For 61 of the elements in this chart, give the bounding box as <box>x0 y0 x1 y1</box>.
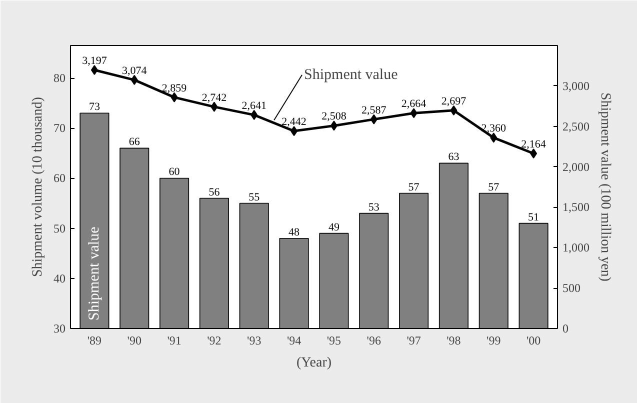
data-label: 57 <box>408 181 420 194</box>
data-label: 3,074 <box>122 64 148 77</box>
x-tick-label: '95 <box>326 334 342 348</box>
data-label: 2,697 <box>441 95 467 108</box>
data-label: 53 <box>368 201 380 214</box>
x-tick-label: '98 <box>446 334 461 348</box>
data-label: 49 <box>328 221 340 234</box>
x-tick-label: '89 <box>87 334 102 348</box>
point <box>90 65 98 75</box>
x-tick-label: '97 <box>406 334 421 348</box>
y-tick-label: 80 <box>54 71 66 86</box>
text: Shipment value <box>304 66 398 83</box>
point <box>370 114 378 124</box>
data-label: 2,587 <box>362 104 387 116</box>
data-label: 55 <box>248 191 260 204</box>
y-tick-label: 40 <box>54 271 66 286</box>
x-tick-label: '96 <box>366 334 381 348</box>
x-tick-label: '00 <box>526 334 541 348</box>
data-label: 66 <box>128 136 140 148</box>
y2-tick-label: 1,500 <box>562 200 590 214</box>
point <box>410 108 418 118</box>
x-tick-label: '92 <box>207 334 222 348</box>
data-label: 63 <box>448 151 460 164</box>
x-tick-label: '94 <box>286 334 302 348</box>
y-tick-label: 70 <box>54 121 66 136</box>
y-tick-label: 60 <box>54 171 66 186</box>
data-label: 2,859 <box>162 82 188 94</box>
data-label: 51 <box>528 211 540 224</box>
y-tick-label: 50 <box>54 221 66 236</box>
data-label: 2,664 <box>401 98 427 110</box>
data-label: 3,197 <box>82 55 108 67</box>
point <box>530 148 538 159</box>
data-label: 2,508 <box>322 110 347 123</box>
point <box>490 132 498 143</box>
legend-label: Shipment value <box>86 226 102 320</box>
y2-tick-label: 0 <box>562 322 568 336</box>
data-label: 60 <box>168 166 180 178</box>
y2-axis-title: Shipment value (100 million yen) <box>598 92 612 282</box>
x-tick-label: '90 <box>127 334 142 348</box>
data-label: 57 <box>488 181 500 194</box>
x-tick-label: '93 <box>247 334 262 348</box>
x-tick-label: '91 <box>167 334 182 348</box>
data-label: 2,641 <box>242 100 266 112</box>
point <box>330 120 338 131</box>
y2-tick-label: 500 <box>562 281 580 296</box>
data-label: 2,742 <box>202 92 227 104</box>
data-label: 48 <box>288 226 300 238</box>
y2-tick-label: 3,000 <box>562 78 590 93</box>
point <box>290 126 298 136</box>
y-axis-title: Shipment volume (10 thousand) <box>30 96 46 278</box>
y2-tick-label: 2,500 <box>562 119 590 134</box>
data-label: 56 <box>208 186 220 198</box>
point <box>130 74 138 85</box>
data-label: 73 <box>88 101 100 114</box>
y-tick-label: 30 <box>54 322 66 336</box>
x-tick-label: '99 <box>486 334 501 348</box>
y2-tick-label: 2,000 <box>562 160 590 174</box>
y2-tick-label: 1,000 <box>562 240 590 255</box>
x-axis-title: (Year) <box>296 356 332 370</box>
data-label: 2,164 <box>521 138 546 151</box>
data-label: 2,442 <box>282 116 306 128</box>
